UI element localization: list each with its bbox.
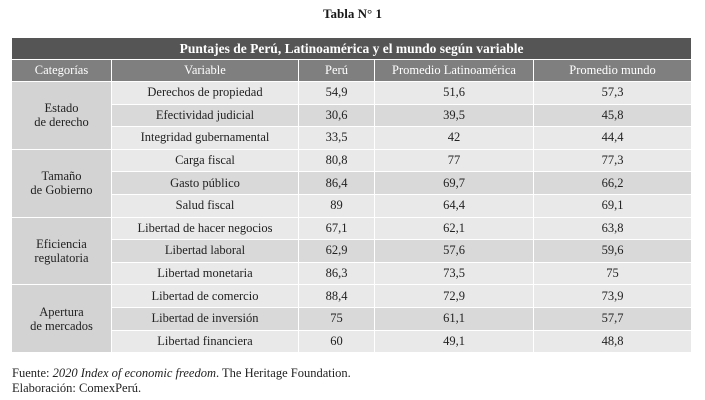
latam-cell: 64,4 — [375, 194, 534, 218]
table-row: Efectividad judicial 30,6 39,5 45,8 — [12, 104, 692, 128]
table-row: Libertad financiera 60 49,1 48,8 — [12, 330, 692, 354]
variable-cell: Derechos de propiedad — [112, 82, 299, 105]
peru-cell: 75 — [299, 307, 375, 331]
world-cell: 57,3 — [534, 82, 692, 105]
table-row: Tamaño de Gobierno Carga fiscal 80,8 77 77,3 — [12, 149, 692, 218]
latam-cell: 72,9 — [375, 285, 534, 308]
table-row: Apertura de mercados Libertad de comercio 8… — [12, 285, 692, 354]
table-row: Libertad laboral 62,9 57,6 59,6 — [12, 240, 692, 263]
world-cell: 48,8 — [534, 330, 692, 354]
variable-cell: Libertad laboral — [112, 240, 299, 263]
latam-cell: 57,6 — [375, 240, 534, 263]
table-title: Puntajes de Perú, Latinoamérica y el mun… — [12, 38, 692, 60]
latam-cell: 39,5 — [375, 104, 534, 128]
variable-cell: Libertad financiera — [112, 330, 299, 354]
variable-cell: Salud fiscal — [112, 194, 299, 218]
variable-cell: Efectividad judicial — [112, 104, 299, 128]
world-cell: 73,9 — [534, 285, 692, 308]
latam-cell: 49,1 — [375, 330, 534, 354]
source-rest: . The Heritage Foundation. — [216, 366, 351, 380]
header-variable: Variable — [112, 60, 299, 82]
scores-table: Puntajes de Perú, Latinoamérica y el mun… — [12, 38, 692, 354]
peru-cell: 89 — [299, 194, 375, 218]
world-cell: 66,2 — [534, 172, 692, 195]
world-cell: 63,8 — [534, 217, 692, 241]
latam-cell: 42 — [375, 127, 534, 150]
world-cell: 57,7 — [534, 307, 692, 331]
variable-cell: Carga fiscal — [112, 149, 299, 173]
table-body: Estado de derecho Derechos de propiedad 54,… — [12, 82, 692, 354]
variable-cell: Libertad de hacer negocios — [112, 217, 299, 241]
table-row: Eficiencia regulatoria Libertad de hacer n… — [12, 217, 692, 286]
peru-cell: 88,4 — [299, 285, 375, 308]
latam-cell: 69,7 — [375, 172, 534, 195]
peru-cell: 67,1 — [299, 217, 375, 241]
latam-cell: 73,5 — [375, 262, 534, 286]
peru-cell: 62,9 — [299, 240, 375, 263]
table-row: Libertad de inversión 75 61,1 57,7 — [12, 307, 692, 331]
peru-cell: 33,5 — [299, 127, 375, 150]
peru-cell: 86,3 — [299, 262, 375, 286]
latam-cell: 61,1 — [375, 307, 534, 331]
elaboration-line: Elaboración: ComexPerú. — [12, 381, 142, 395]
peru-cell: 60 — [299, 330, 375, 354]
peru-cell: 54,9 — [299, 82, 375, 105]
world-cell: 69,1 — [534, 194, 692, 218]
source-title: 2020 Index of economic freedom — [52, 366, 216, 380]
variable-cell: Integridad gubernamental — [112, 127, 299, 150]
table-row: Integridad gubernamental 33,5 42 44,4 — [12, 127, 692, 150]
category-cell: Apertura de mercados — [12, 285, 112, 354]
table-row: Libertad monetaria 86,3 73,5 75 — [12, 262, 692, 286]
category-cell: Eficiencia regulatoria — [12, 217, 112, 286]
source-label: Fuente: — [12, 366, 53, 380]
header-categorias: Categorías — [12, 60, 112, 82]
table-row: Estado de derecho Derechos de propiedad 54,… — [12, 82, 692, 150]
world-cell: 77,3 — [534, 149, 692, 173]
header-peru: Perú — [299, 60, 375, 82]
category-cell: Estado de derecho — [12, 82, 112, 150]
variable-cell: Libertad monetaria — [112, 262, 299, 286]
category-cell: Tamaño de Gobierno — [12, 149, 112, 218]
table-caption: Tabla N° 1 — [323, 6, 382, 21]
latam-cell: 77 — [375, 149, 534, 173]
variable-cell: Libertad de inversión — [112, 307, 299, 331]
peru-cell: 80,8 — [299, 149, 375, 173]
table-row: Salud fiscal 89 64,4 69,1 — [12, 194, 692, 218]
peru-cell: 30,6 — [299, 104, 375, 128]
world-cell: 45,8 — [534, 104, 692, 128]
source-line: Fuente: 2020 Index of economic freedom. … — [12, 366, 351, 381]
latam-cell: 51,6 — [375, 82, 534, 105]
header-promedio-mundo: Promedio mundo — [534, 60, 692, 82]
table-row: Gasto público 86,4 69,7 66,2 — [12, 172, 692, 195]
header-promedio-latinoamerica: Promedio Latinoamérica — [375, 60, 534, 82]
peru-cell: 86,4 — [299, 172, 375, 195]
world-cell: 59,6 — [534, 240, 692, 263]
variable-cell: Gasto público — [112, 172, 299, 195]
table-notes: Fuente: 2020 Index of economic freedom. … — [12, 366, 351, 396]
variable-cell: Libertad de comercio — [112, 285, 299, 308]
world-cell: 75 — [534, 262, 692, 286]
world-cell: 44,4 — [534, 127, 692, 150]
latam-cell: 62,1 — [375, 217, 534, 241]
